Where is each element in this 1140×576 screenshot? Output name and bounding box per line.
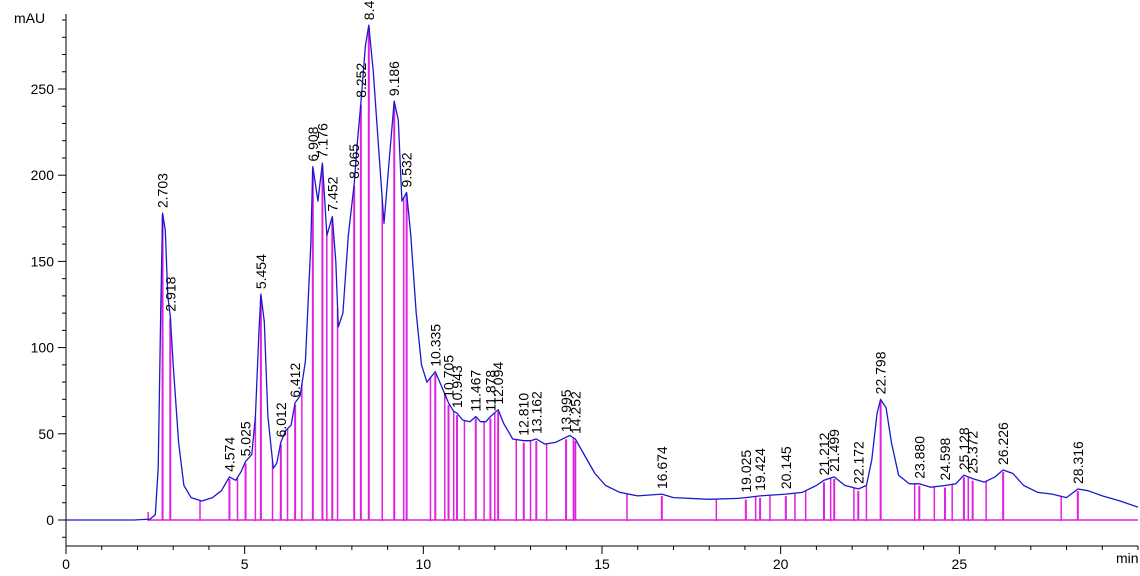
peak-label: 2.703 xyxy=(155,173,171,208)
y-tick-label: 250 xyxy=(31,81,55,97)
peak-label: 21.499 xyxy=(826,429,842,472)
y-tick-label: 50 xyxy=(38,426,54,442)
peak-label: 19.424 xyxy=(752,448,768,491)
peak-label: 5.454 xyxy=(253,254,269,289)
peak-label: 5.025 xyxy=(238,421,254,456)
x-tick-label: 10 xyxy=(416,556,432,571)
integration-markers xyxy=(147,27,1138,521)
axes: 0 50 100 150 200 250 0 5 10 15 20 25 xyxy=(31,14,1139,572)
peak-label: 9.532 xyxy=(399,152,415,187)
peak-label: 6.012 xyxy=(273,402,289,437)
peak-label: 23.880 xyxy=(911,436,927,479)
peak-label: 8.474 xyxy=(361,0,377,20)
peak-label: 11.878 xyxy=(482,370,498,412)
peak-label: 13.162 xyxy=(528,391,544,434)
y-tick-label: 0 xyxy=(46,512,54,528)
y-tick-label: 150 xyxy=(31,253,55,269)
peak-label: 14.252 xyxy=(567,391,583,434)
peak-label: 22.798 xyxy=(873,351,889,394)
peak-label: 22.172 xyxy=(850,441,866,484)
peak-label: 8.252 xyxy=(353,63,369,98)
peak-labels: 2.703 2.918 4.574 5.025 5.454 6.012 6.412 6.908… xyxy=(155,0,1086,493)
peak-label: 19.025 xyxy=(738,450,754,493)
peak-label: 20.145 xyxy=(778,446,794,489)
peak-label: 9.186 xyxy=(386,61,402,96)
peak-label: 6.908 xyxy=(305,126,321,161)
peak-label: 4.574 xyxy=(221,437,237,472)
peak-label: 21.212 xyxy=(816,432,832,475)
peak-label: 25.372 xyxy=(965,431,981,474)
peak-label: 12.810 xyxy=(516,393,532,436)
y-tick-label: 200 xyxy=(31,167,55,183)
peak-label: 24.598 xyxy=(937,437,953,480)
x-tick-label: 5 xyxy=(241,556,249,571)
peak-label: 10.705 xyxy=(441,355,457,398)
peak-label: 11.467 xyxy=(468,370,484,412)
peak-label: 28.316 xyxy=(1070,441,1086,484)
y-axis-unit-label: mAU xyxy=(14,10,45,26)
peak-label: 10.943 xyxy=(449,365,465,408)
peak-label: 10.335 xyxy=(427,324,443,367)
x-axis-unit-label: min xyxy=(1116,550,1139,566)
y-tick-label: 100 xyxy=(31,340,55,356)
peak-label: 16.674 xyxy=(654,446,670,489)
x-tick-label: 20 xyxy=(773,556,789,571)
peak-label: 7.176 xyxy=(314,123,330,158)
peak-label: 6.412 xyxy=(287,363,303,398)
peak-label: 8.065 xyxy=(346,144,362,179)
x-tick-label: 25 xyxy=(952,556,968,571)
peak-label: 26.226 xyxy=(995,422,1011,465)
peak-label: 12.094 xyxy=(490,362,506,405)
peak-label: 7.452 xyxy=(324,176,340,211)
peak-label: 13.995 xyxy=(558,389,574,432)
signal-trace-group xyxy=(66,24,1139,521)
signal-trace xyxy=(66,24,1139,521)
peak-label: 2.918 xyxy=(162,276,178,311)
x-tick-label: 0 xyxy=(62,556,70,571)
x-tick-label: 15 xyxy=(594,556,610,571)
peak-label: 25.128 xyxy=(956,427,972,470)
